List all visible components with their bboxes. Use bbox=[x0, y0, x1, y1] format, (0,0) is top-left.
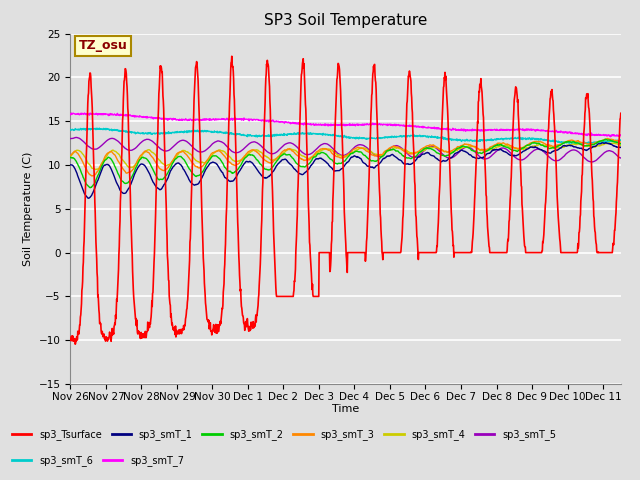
Legend: sp3_smT_6, sp3_smT_7: sp3_smT_6, sp3_smT_7 bbox=[8, 452, 188, 470]
Y-axis label: Soil Temperature (C): Soil Temperature (C) bbox=[23, 152, 33, 266]
X-axis label: Time: Time bbox=[332, 405, 359, 414]
Title: SP3 Soil Temperature: SP3 Soil Temperature bbox=[264, 13, 428, 28]
Legend: sp3_Tsurface, sp3_smT_1, sp3_smT_2, sp3_smT_3, sp3_smT_4, sp3_smT_5: sp3_Tsurface, sp3_smT_1, sp3_smT_2, sp3_… bbox=[8, 425, 560, 444]
Text: TZ_osu: TZ_osu bbox=[79, 39, 127, 52]
